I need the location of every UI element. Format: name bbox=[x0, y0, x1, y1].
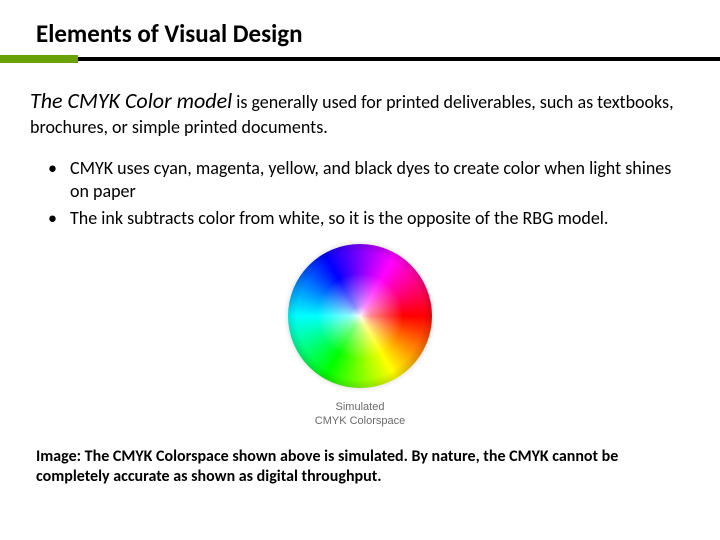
underline-accent bbox=[0, 55, 78, 63]
title-underline bbox=[30, 55, 690, 63]
list-item: CMYK uses cyan, magenta, yellow, and bla… bbox=[48, 157, 690, 204]
list-item: The ink subtracts color from white, so i… bbox=[48, 207, 690, 230]
slide: Elements of Visual Design The CMYK Color… bbox=[0, 0, 720, 540]
bullet-list: CMYK uses cyan, magenta, yellow, and bla… bbox=[48, 157, 690, 230]
figure-label-line2: CMYK Colorspace bbox=[30, 415, 690, 429]
intro-lead: The CMYK Color model bbox=[30, 87, 232, 114]
color-wheel-icon bbox=[288, 244, 432, 388]
underline-bar bbox=[0, 57, 720, 61]
figure-label-line1: Simulated bbox=[30, 401, 690, 415]
intro-paragraph: The CMYK Color model is generally used f… bbox=[30, 87, 690, 139]
figure: Simulated CMYK Colorspace bbox=[30, 244, 690, 429]
image-caption: Image: The CMYK Colorspace shown above i… bbox=[30, 447, 690, 489]
page-title: Elements of Visual Design bbox=[36, 18, 690, 49]
figure-label: Simulated CMYK Colorspace bbox=[30, 401, 690, 429]
color-wheel-wrap bbox=[288, 244, 432, 388]
